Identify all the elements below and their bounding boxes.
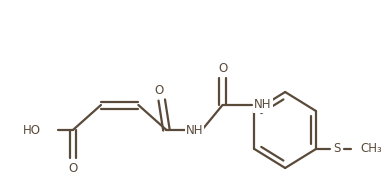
Text: O: O xyxy=(68,161,78,174)
Text: CH₃: CH₃ xyxy=(360,143,381,156)
Text: NH: NH xyxy=(186,123,203,136)
Text: O: O xyxy=(154,84,163,97)
Text: NH: NH xyxy=(254,98,272,112)
Text: O: O xyxy=(218,61,227,74)
Text: HO: HO xyxy=(23,123,41,136)
Text: S: S xyxy=(333,143,340,156)
